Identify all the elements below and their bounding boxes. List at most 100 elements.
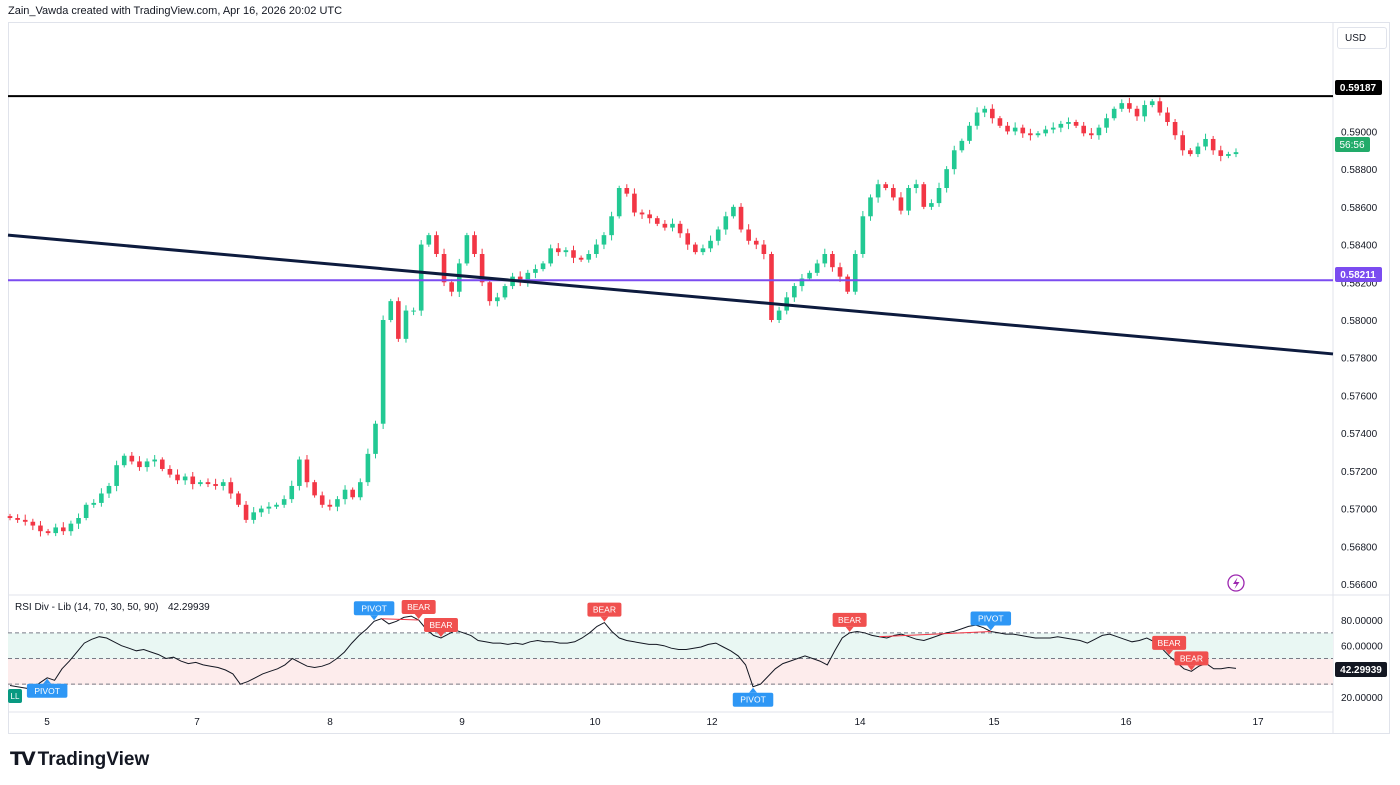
resistance-price-label: 0.59187 <box>1335 80 1382 95</box>
price-tick-label: 0.56600 <box>1341 580 1378 591</box>
pivot-tag-pointer <box>370 615 379 621</box>
candle-body <box>167 468 173 475</box>
countdown-text: 56:56 <box>1339 140 1364 151</box>
pivot-tag-text: PIVOT <box>361 603 387 613</box>
candle-body <box>220 482 226 486</box>
price-tick-label: 0.57000 <box>1341 505 1378 516</box>
bear-tag-text: BEAR <box>1180 653 1203 663</box>
price-tick-label: 0.58800 <box>1341 165 1378 176</box>
candle-body <box>1127 103 1132 109</box>
candle-body <box>1020 127 1026 134</box>
lightning-icon[interactable] <box>1227 574 1245 592</box>
candle-body <box>1119 103 1125 109</box>
candle-body <box>319 495 325 505</box>
candle-body <box>616 188 622 217</box>
pivot-tag-text: PIVOT <box>34 686 60 696</box>
candle-body <box>1210 138 1216 151</box>
candle-body <box>578 257 584 260</box>
candle-body <box>251 512 256 520</box>
resistance-price-text: 0.59187 <box>1340 83 1377 94</box>
trend-line <box>7 233 1334 356</box>
price-tick-label: 0.56800 <box>1341 542 1378 553</box>
candle-body <box>495 297 500 302</box>
countdown-label: 56:56 <box>1335 137 1370 152</box>
candle-body <box>1104 118 1109 128</box>
candle-body <box>746 229 751 241</box>
time-tick-label: 7 <box>194 717 200 728</box>
candle-body <box>769 254 774 320</box>
candle-body <box>753 240 759 245</box>
bull-tag-text: LL <box>11 692 20 701</box>
candle-body <box>807 272 812 279</box>
bear-tag <box>401 600 436 614</box>
candle-body <box>822 254 828 264</box>
rsi-line <box>9 615 1237 690</box>
candle-body <box>723 216 729 230</box>
rsi-value-label: 42.29939 <box>1335 662 1387 677</box>
candle-body <box>852 254 858 292</box>
candle-body <box>693 244 698 253</box>
candle-body <box>99 493 104 503</box>
candle-body <box>297 459 302 486</box>
candle-body <box>1218 150 1224 156</box>
bear-tag-text: BEAR <box>838 615 861 625</box>
indicator-value: 42.29939 <box>168 602 210 613</box>
bear-tag <box>832 612 867 627</box>
candle-body <box>373 423 378 454</box>
pivot-tag <box>353 601 395 616</box>
candle-body <box>175 474 180 481</box>
candle-body <box>342 489 348 500</box>
candle-body <box>974 112 980 126</box>
candle-body <box>274 504 279 507</box>
candle-body <box>335 499 340 507</box>
candle-body <box>1089 133 1094 136</box>
bear-tag-pointer <box>436 631 445 637</box>
pivot-tag-pointer <box>749 687 758 693</box>
candle-body <box>929 203 934 207</box>
candle-body <box>1165 112 1170 122</box>
candle-body <box>114 465 119 486</box>
price-tick-label: 0.58600 <box>1341 203 1378 214</box>
time-tick-label: 15 <box>988 717 1000 728</box>
candle-body <box>418 244 424 311</box>
candle-body <box>129 455 135 462</box>
candle-body <box>662 223 668 228</box>
candle-body <box>1066 122 1071 124</box>
candle-body <box>654 218 660 224</box>
candle-body <box>1073 122 1079 126</box>
candle-body <box>814 263 820 273</box>
bear-tag-pointer <box>414 614 423 619</box>
candle-body <box>30 521 36 526</box>
candle-body <box>1058 123 1064 128</box>
candle-body <box>601 235 607 245</box>
candle-body <box>243 504 249 520</box>
candle-body <box>281 499 287 505</box>
candle-body <box>548 248 553 264</box>
candle-body <box>441 254 447 283</box>
candle-body <box>1005 125 1010 132</box>
bear-tag-pointer <box>845 626 854 632</box>
candles-layer <box>7 97 1239 537</box>
candle-body <box>1028 133 1033 136</box>
candle-body <box>380 320 386 424</box>
candle-body <box>540 263 546 270</box>
candle-body <box>1134 108 1140 117</box>
bull-tag <box>8 689 22 703</box>
price-tick-label: 0.57400 <box>1341 429 1378 440</box>
candle-body <box>875 184 881 198</box>
candle-body <box>411 310 416 312</box>
candle-body <box>434 235 439 254</box>
price-tick-label: 0.59000 <box>1341 127 1378 138</box>
candle-body <box>213 484 218 486</box>
divergence-line <box>381 618 419 621</box>
candle-body <box>677 223 683 234</box>
price-tick-label: 0.57200 <box>1341 467 1378 478</box>
support-price-text: 0.58211 <box>1340 270 1376 281</box>
candle-body <box>891 188 896 198</box>
time-tick-label: 10 <box>589 717 601 728</box>
pivot-tag-pointer <box>43 678 52 684</box>
tradingview-logo: 𝗧𝗩 TradingView <box>10 748 149 771</box>
currency-selector[interactable]: USD <box>1337 27 1387 49</box>
bear-tag-text: BEAR <box>593 605 616 615</box>
